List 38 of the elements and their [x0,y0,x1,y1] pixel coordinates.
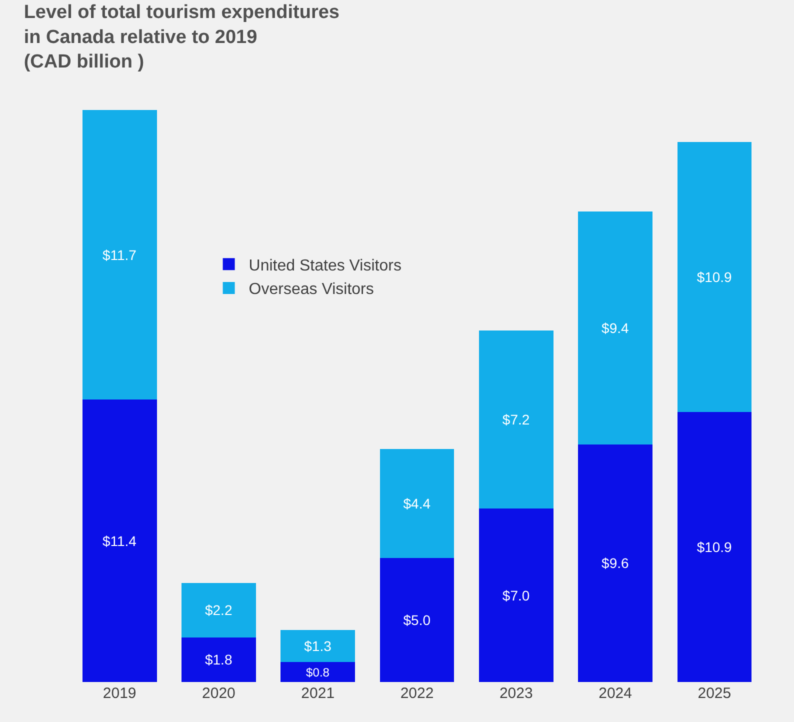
data-label: $11.7 [102,246,137,263]
bar [182,582,256,638]
x-tick-label: 2020 [202,685,236,702]
x-tick-label: 2025 [698,685,732,702]
bar [478,330,554,509]
bar [677,412,752,682]
data-label: $1.8 [204,652,232,668]
x-tick-label: 2023 [499,685,533,702]
bar [677,142,752,412]
legend-label: United States Visitors [248,257,402,274]
data-label: $11.4 [102,532,137,549]
data-label: $10.9 [696,269,732,286]
data-label: $2.2 [204,602,232,618]
data-label: $0.8 [306,665,330,680]
data-label: $7.2 [502,412,530,428]
bar [82,400,157,682]
x-tick-label: 2021 [301,685,335,702]
data-label: $1.3 [304,638,332,654]
bar [380,558,454,682]
data-label: $5.0 [403,612,431,628]
bar [578,212,652,444]
bar [578,444,652,682]
bar [82,110,157,400]
bar [182,637,256,682]
x-tick-label: 2024 [598,685,632,702]
x-tick-label: 2019 [102,685,136,702]
data-label: $9.4 [602,320,630,336]
data-label: $9.6 [602,555,630,572]
x-tick-label: 2022 [400,685,434,702]
bar [380,449,454,558]
legend-label: Overseas Visitors [248,281,374,298]
bar [280,662,356,682]
data-label: $10.9 [696,539,732,556]
bar [280,630,356,662]
data-label: $7.0 [502,587,530,604]
chart-title: Level of total tourism expenditures in Canada relative to 2019 (CAD billion ) [24,2,340,72]
data-label: $4.4 [403,496,431,512]
bar [478,508,554,682]
